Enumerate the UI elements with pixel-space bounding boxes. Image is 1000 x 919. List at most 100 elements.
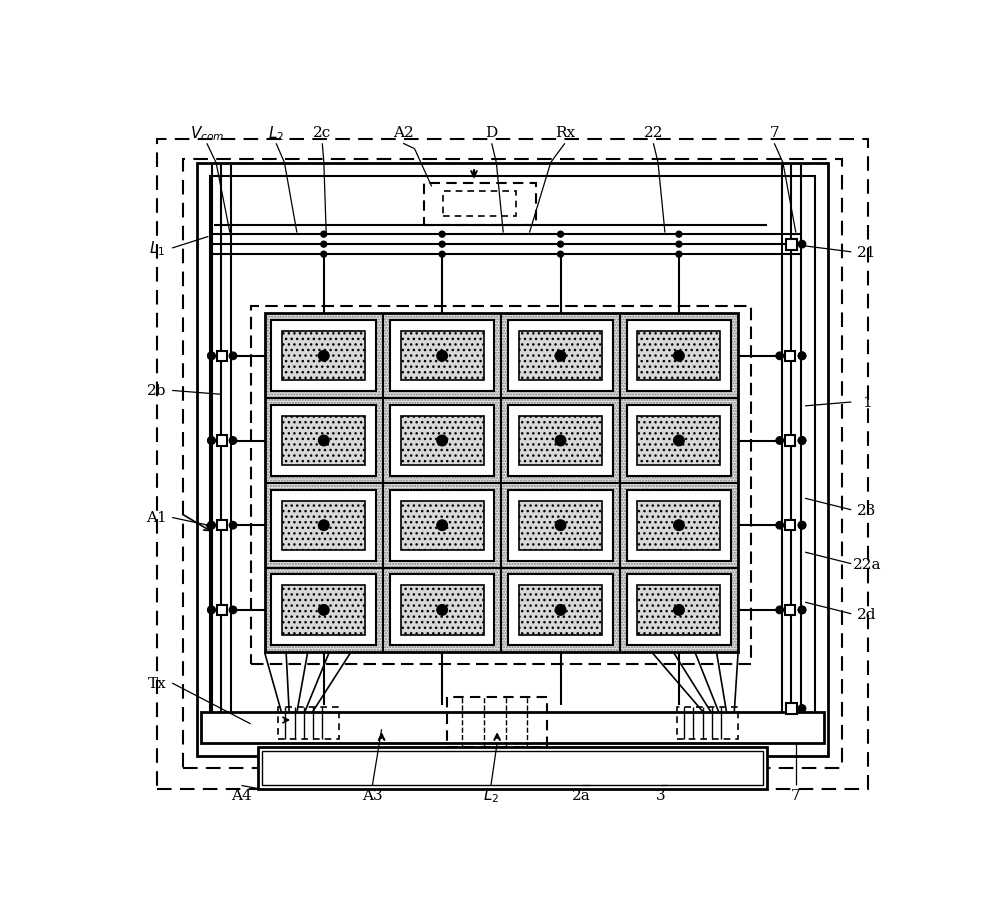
Circle shape: [439, 252, 445, 258]
Bar: [637, 501, 720, 550]
Text: $L_2$: $L_2$: [483, 786, 499, 804]
Bar: [271, 575, 376, 646]
Bar: [217, 606, 227, 615]
Bar: [519, 501, 602, 550]
Circle shape: [437, 605, 448, 616]
Bar: [637, 416, 720, 466]
Text: 7: 7: [769, 126, 779, 141]
Bar: [519, 332, 602, 381]
Circle shape: [437, 520, 448, 531]
Text: Tx: Tx: [147, 676, 166, 690]
Circle shape: [555, 351, 566, 362]
Circle shape: [208, 437, 215, 445]
Text: 21: 21: [857, 245, 876, 259]
Circle shape: [674, 436, 684, 447]
Bar: [637, 332, 720, 381]
Circle shape: [798, 607, 806, 614]
Circle shape: [776, 607, 784, 614]
Bar: [282, 501, 365, 550]
Circle shape: [321, 252, 327, 258]
Bar: [401, 585, 484, 635]
Bar: [265, 483, 738, 568]
Bar: [627, 575, 731, 646]
Circle shape: [229, 607, 237, 614]
Bar: [282, 332, 365, 381]
Text: 2d: 2d: [857, 607, 876, 621]
Text: $L_2$: $L_2$: [268, 124, 284, 142]
Text: A4: A4: [231, 788, 252, 801]
Circle shape: [798, 241, 806, 249]
Bar: [447, 698, 547, 747]
Circle shape: [318, 605, 329, 616]
Bar: [217, 351, 227, 361]
Bar: [251, 306, 751, 664]
Circle shape: [321, 232, 327, 238]
Text: A2: A2: [393, 126, 414, 141]
Bar: [282, 585, 365, 635]
Text: 7: 7: [791, 788, 801, 801]
Text: Rx: Rx: [555, 126, 575, 141]
Circle shape: [208, 607, 215, 614]
Circle shape: [798, 705, 806, 712]
Circle shape: [208, 437, 215, 445]
Bar: [401, 332, 484, 381]
Circle shape: [318, 351, 329, 362]
Bar: [401, 501, 484, 550]
Bar: [401, 332, 484, 381]
Circle shape: [229, 437, 237, 445]
Bar: [210, 177, 815, 743]
Text: 22: 22: [644, 126, 663, 141]
Bar: [519, 332, 602, 381]
Bar: [637, 585, 720, 635]
Bar: [265, 483, 738, 568]
Text: 23: 23: [857, 504, 876, 517]
Bar: [627, 321, 731, 391]
Bar: [519, 585, 602, 635]
Bar: [265, 314, 738, 399]
Bar: [785, 351, 795, 361]
Bar: [508, 321, 613, 391]
Bar: [508, 405, 613, 476]
Circle shape: [555, 436, 566, 447]
Bar: [282, 585, 365, 635]
Bar: [785, 436, 795, 446]
Text: 2c: 2c: [313, 126, 331, 141]
Bar: [265, 314, 738, 652]
Bar: [637, 501, 720, 550]
Bar: [785, 606, 795, 615]
Circle shape: [798, 437, 806, 445]
Circle shape: [798, 607, 806, 614]
Circle shape: [208, 607, 215, 614]
Bar: [424, 184, 536, 226]
Bar: [637, 585, 720, 635]
Bar: [197, 165, 828, 756]
Bar: [519, 416, 602, 466]
Text: 2a: 2a: [572, 788, 591, 801]
Bar: [508, 490, 613, 561]
Circle shape: [776, 353, 784, 360]
Circle shape: [208, 353, 215, 360]
Text: 3: 3: [656, 788, 666, 801]
Bar: [401, 416, 484, 466]
Bar: [390, 405, 494, 476]
Circle shape: [208, 522, 215, 529]
Bar: [401, 501, 484, 550]
Circle shape: [676, 252, 682, 258]
Text: $V_{com}$: $V_{com}$: [190, 124, 224, 142]
Circle shape: [798, 522, 806, 529]
Bar: [217, 521, 227, 530]
Circle shape: [674, 351, 684, 362]
Bar: [217, 436, 227, 446]
Text: 1: 1: [862, 395, 872, 410]
Circle shape: [555, 605, 566, 616]
Circle shape: [437, 351, 448, 362]
Bar: [508, 575, 613, 646]
Bar: [390, 575, 494, 646]
Text: A1: A1: [146, 511, 167, 525]
Circle shape: [674, 520, 684, 531]
Bar: [271, 321, 376, 391]
Circle shape: [208, 522, 215, 529]
Circle shape: [557, 252, 564, 258]
Bar: [258, 747, 767, 789]
Bar: [627, 405, 731, 476]
